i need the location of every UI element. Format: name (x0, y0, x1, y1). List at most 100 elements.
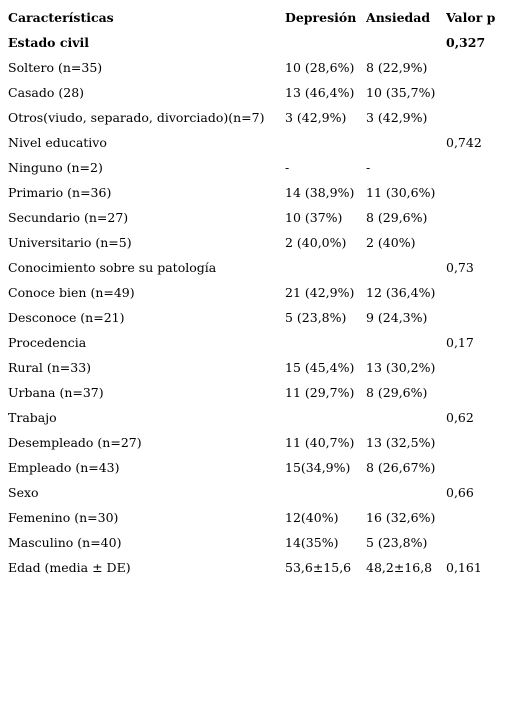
depression-value (284, 30, 365, 55)
table-row: Secundario (n=27) 10 (37%) 8 (29,6%) (8, 205, 504, 230)
row-label: Rural (n=33) (8, 360, 92, 375)
p-value: 0,66 (446, 485, 474, 500)
anxiety-value (365, 255, 446, 280)
anxiety-value (365, 480, 446, 505)
table-row: Edad (media ± DE) 53,6±15,6 48,2±16,8 0,161 (8, 555, 504, 580)
anxiety-value: 3 (42,9%) (366, 110, 428, 125)
table-row: Conoce bien (n=49) 21 (42,9%) 12 (36,4%) (8, 280, 504, 305)
depression-value: 13 (46,4%) (285, 85, 355, 100)
p-value (446, 355, 504, 380)
row-label: Edad (media ± DE) (8, 560, 131, 575)
row-label: Otros(viudo, separado, divorciado)(n=7) (8, 110, 265, 125)
table-row: Desempleado (n=27) 11 (40,7%) 13 (32,5%) (8, 430, 504, 455)
table-row: Ninguno (n=2) - - (8, 155, 504, 180)
depression-value (284, 480, 365, 505)
p-value: 0,742 (446, 135, 482, 150)
table-header: Características Depresión Ansiedad Valor… (8, 5, 504, 30)
anxiety-value: 8 (26,67%) (366, 460, 436, 475)
table-row: Universitario (n=5) 2 (40,0%) 2 (40%) (8, 230, 504, 255)
p-value (446, 280, 504, 305)
row-label: Desempleado (n=27) (8, 435, 142, 450)
anxiety-value: - (366, 160, 371, 175)
row-label: Casado (28) (8, 85, 85, 100)
p-value: 0,73 (446, 260, 474, 275)
row-label: Universitario (n=5) (8, 235, 132, 250)
p-value (446, 155, 504, 180)
anxiety-value: 5 (23,8%) (366, 535, 428, 550)
table-row: Estado civil 0,327 (8, 30, 504, 55)
table-row: Rural (n=33) 15 (45,4%) 13 (30,2%) (8, 355, 504, 380)
depression-value: 53,6±15,6 (285, 560, 352, 575)
row-label: Urbana (n=37) (8, 385, 104, 400)
table-row: Masculino (n=40) 14(35%) 5 (23,8%) (8, 530, 504, 555)
p-value: 0,327 (446, 35, 486, 50)
table-row: Casado (28) 13 (46,4%) 10 (35,7%) (8, 80, 504, 105)
depression-value: 14 (38,9%) (285, 185, 355, 200)
table-row: Otros(viudo, separado, divorciado)(n=7) 3… (8, 105, 504, 130)
p-value (446, 430, 504, 455)
table-row: Nivel educativo 0,742 (8, 130, 504, 155)
anxiety-value (365, 405, 446, 430)
anxiety-value: 16 (32,6%) (366, 510, 436, 525)
anxiety-value: 8 (29,6%) (366, 210, 428, 225)
depression-value: 5 (23,8%) (285, 310, 347, 325)
row-label: Conoce bien (n=49) (8, 285, 135, 300)
row-label: Ninguno (n=2) (8, 160, 103, 175)
depression-value: 21 (42,9%) (285, 285, 355, 300)
table-row: Urbana (n=37) 11 (29,7%) 8 (29,6%) (8, 380, 504, 405)
table-row: Soltero (n=35) 10 (28,6%) 8 (22,9%) (8, 55, 504, 80)
row-label: Nivel educativo (8, 135, 107, 150)
row-label: Sexo (8, 485, 39, 500)
p-value (446, 530, 504, 555)
table-row: Sexo 0,66 (8, 480, 504, 505)
depression-value (284, 130, 365, 155)
anxiety-value (365, 130, 446, 155)
row-label: Empleado (n=43) (8, 460, 120, 475)
depression-value: 2 (40,0%) (285, 235, 347, 250)
depression-value: 12(40%) (285, 510, 339, 525)
depression-value: 14(35%) (285, 535, 339, 550)
anxiety-value (365, 30, 446, 55)
row-label: Secundario (n=27) (8, 210, 129, 225)
table-row: Trabajo 0,62 (8, 405, 504, 430)
header-row: Características Depresión Ansiedad Valor… (8, 5, 504, 30)
p-value (446, 80, 504, 105)
row-label: Conocimiento sobre su patología (8, 260, 217, 275)
p-value (446, 105, 504, 130)
p-value (446, 55, 504, 80)
anxiety-value: 11 (30,6%) (366, 185, 436, 200)
p-value: 0,62 (446, 410, 474, 425)
header-p-value: Valor p (446, 10, 496, 25)
header-depression: Depresión (285, 10, 357, 25)
row-label: Desconoce (n=21) (8, 310, 125, 325)
row-label: Masculino (n=40) (8, 535, 122, 550)
depression-value: 11 (40,7%) (285, 435, 355, 450)
header-characteristics: Características (8, 10, 114, 25)
anxiety-value: 8 (29,6%) (366, 385, 428, 400)
depression-value: 11 (29,7%) (285, 385, 355, 400)
anxiety-value: 13 (32,5%) (366, 435, 436, 450)
depression-value: 10 (28,6%) (285, 60, 355, 75)
table-row: Empleado (n=43) 15(34,9%) 8 (26,67%) (8, 455, 504, 480)
anxiety-value (365, 330, 446, 355)
table-row: Conocimiento sobre su patología 0,73 (8, 255, 504, 280)
p-value (446, 230, 504, 255)
row-label: Trabajo (8, 410, 57, 425)
characteristics-table: Características Depresión Ansiedad Valor… (8, 5, 504, 580)
depression-value (284, 255, 365, 280)
row-label: Estado civil (8, 35, 89, 50)
row-label: Femenino (n=30) (8, 510, 119, 525)
anxiety-value: 8 (22,9%) (366, 60, 428, 75)
table-row: Femenino (n=30) 12(40%) 16 (32,6%) (8, 505, 504, 530)
p-value (446, 455, 504, 480)
p-value: 0,17 (446, 335, 474, 350)
p-value (446, 305, 504, 330)
p-value (446, 205, 504, 230)
table-body: Estado civil 0,327 Soltero (n=35) 10 (28,6%… (8, 30, 504, 580)
depression-value: 15(34,9%) (285, 460, 351, 475)
depression-value: 10 (37%) (285, 210, 343, 225)
depression-value: 15 (45,4%) (285, 360, 355, 375)
p-value (446, 180, 504, 205)
row-label: Primario (n=36) (8, 185, 112, 200)
anxiety-value: 2 (40%) (366, 235, 416, 250)
